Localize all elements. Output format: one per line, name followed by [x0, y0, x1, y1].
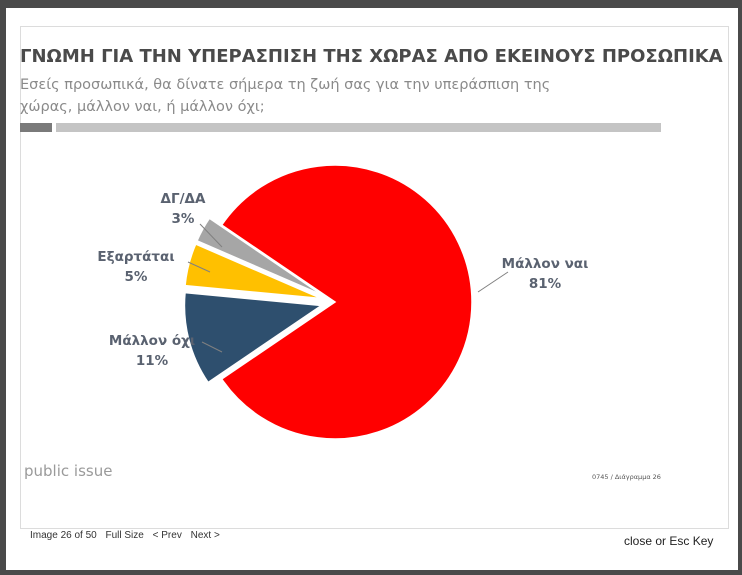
divider-bar-dark [20, 123, 52, 132]
leader-line-3 [199, 223, 223, 248]
slice-label-0: Μάλλον ναι [502, 256, 589, 272]
chart-title: ΓΝΩΜΗ ΓΙΑ ΤΗΝ ΥΠΕΡΑΣΠΙΣΗ ΤΗΣ ΧΩΡΑΣ ΑΠΟ Ε… [20, 46, 723, 67]
viewer-nav: Image 26 of 50 Full Size < Prev Next > [30, 530, 226, 541]
pie-slice-2 [184, 243, 322, 300]
slice-label-3: ΔΓ/ΔΑ [161, 191, 206, 207]
close-link[interactable]: close [624, 534, 653, 548]
slide-code: 0745 / Διάγραμμα 26 [592, 473, 661, 481]
pie-slice-3 [196, 217, 324, 296]
pie-slice-0 [220, 164, 473, 440]
pie-slice-1 [183, 291, 324, 384]
leader-line-1 [201, 341, 223, 353]
leader-line-0 [477, 271, 509, 293]
slice-value-0: 81% [529, 276, 562, 292]
slice-label-1: Μάλλον όχι [109, 333, 195, 349]
chart-subtitle: Εσείς προσωπικά, θα δίνατε σήμερα τη ζωή… [20, 77, 551, 115]
brand-logo-text: public issue [24, 462, 113, 480]
image-counter: Image 26 of 50 [30, 530, 97, 541]
leader-line-2 [187, 261, 211, 273]
slice-value-3: 3% [172, 211, 195, 227]
next-link[interactable]: Next > [190, 530, 220, 541]
full-size-link[interactable]: Full Size [105, 530, 144, 541]
divider-bar-light [56, 123, 661, 132]
slice-label-2: Εξαρτάται [97, 249, 174, 265]
slice-value-1: 11% [136, 353, 169, 369]
close-control: close or Esc Key [624, 534, 713, 548]
slice-value-2: 5% [125, 269, 148, 285]
prev-link[interactable]: < Prev [152, 530, 182, 541]
esc-key-link[interactable]: Esc Key [669, 534, 714, 548]
close-or: or [655, 534, 667, 548]
